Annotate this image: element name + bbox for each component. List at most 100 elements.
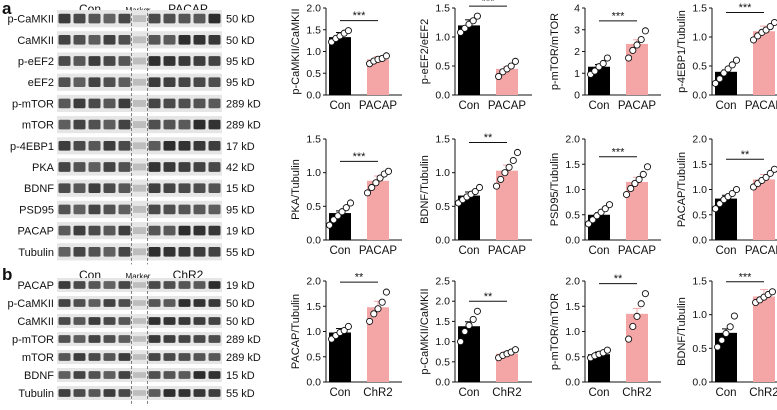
y-axis-label: PSD95/Tubulin — [549, 153, 561, 227]
protein-band — [88, 98, 101, 109]
protein-band — [193, 389, 206, 397]
protein-band — [73, 77, 86, 88]
data-point — [625, 335, 633, 343]
protein-band — [178, 13, 191, 24]
kd-label: 50 kD — [226, 298, 255, 310]
protein-band — [148, 317, 161, 325]
data-point — [633, 312, 641, 320]
protein-band — [88, 389, 101, 397]
protein-band — [103, 98, 116, 109]
bar — [496, 353, 518, 382]
data-point — [722, 329, 730, 338]
protein-band — [73, 56, 86, 66]
significance-label: ** — [484, 291, 493, 303]
bar-chart-1: 0.0 0.5 1.0 1.5 2.0 p-CaMKII/CaMKII Con PACAP **… — [290, 3, 402, 112]
protein-band — [193, 317, 206, 325]
kd-label: 50 kD — [226, 316, 255, 328]
protein-band — [163, 299, 176, 307]
data-point — [344, 27, 352, 35]
protein-band — [58, 183, 71, 194]
protein-band — [58, 389, 71, 397]
y-tick-label: 1.0 — [306, 326, 321, 338]
protein-band — [118, 34, 131, 45]
protein-band — [73, 183, 86, 194]
protein-band — [73, 246, 86, 257]
x-category-label: ChR2 — [492, 387, 521, 399]
y-tick-label: 1.5 — [692, 276, 707, 288]
data-point — [340, 326, 348, 335]
y-tick-label: 0.0 — [565, 377, 580, 389]
x-category-label: Con — [458, 387, 479, 399]
marker-band — [133, 78, 146, 86]
data-point — [363, 189, 372, 197]
marker-band — [133, 227, 146, 235]
y-tick-label: 2.0 — [565, 276, 580, 288]
marker-band — [133, 248, 146, 256]
x-category-label: PACAP — [488, 100, 526, 112]
protein-band — [208, 119, 221, 130]
data-point — [465, 321, 473, 329]
y-tick-label: 1.5 — [435, 316, 450, 328]
data-point — [724, 65, 732, 73]
x-category-label: PACAP — [745, 245, 777, 257]
y-axis-label: p-4EBP1/Tubulin — [676, 10, 688, 93]
y-tick-label: 2.0 — [306, 276, 321, 288]
x-category-label: Con — [329, 100, 350, 112]
protein-band — [118, 13, 131, 24]
blot-label: eEF2 — [28, 77, 54, 89]
x-category-label: Con — [458, 100, 479, 112]
protein-band — [73, 98, 86, 109]
y-axis-label: PACAP/Tubulin — [290, 294, 302, 369]
protein-band — [148, 246, 161, 257]
protein-band — [148, 225, 161, 236]
y-axis-label: PACAP/Tubulin — [676, 152, 688, 227]
bar — [588, 354, 610, 382]
protein-band — [178, 204, 191, 215]
data-point — [511, 57, 519, 65]
protein-band — [208, 371, 221, 379]
y-tick-label: 1.0 — [435, 336, 450, 348]
y-axis-label: p-eEF2/eEF2 — [419, 19, 431, 84]
protein-band — [58, 119, 71, 130]
bar — [496, 68, 518, 95]
x-category-label: Con — [458, 245, 479, 257]
blot-label: CaMKII — [17, 316, 54, 328]
blot-label: p-eEF2 — [18, 56, 54, 68]
data-point — [495, 72, 503, 80]
blot-label: p-4EBP1 — [10, 141, 54, 153]
data-point — [475, 183, 484, 192]
y-tick-label: 0.5 — [435, 356, 450, 368]
x-category-label: Con — [588, 245, 609, 257]
protein-band — [208, 140, 221, 151]
y-tick-label: 0.0 — [306, 90, 321, 102]
data-point — [469, 315, 477, 323]
data-point — [720, 69, 728, 77]
protein-band — [118, 299, 131, 307]
marker-band — [133, 36, 146, 44]
protein-band — [73, 317, 86, 325]
protein-band — [118, 353, 131, 361]
protein-band — [148, 204, 161, 215]
kd-label: 95 kD — [226, 56, 255, 68]
data-point — [726, 323, 734, 331]
protein-band — [148, 335, 161, 343]
data-point — [637, 35, 645, 44]
data-point — [366, 317, 374, 325]
data-point — [509, 156, 517, 165]
protein-band — [208, 183, 221, 194]
bar-chart-8: 0.0 0.5 1.0 1.5 2.0 PACAP/Tubulin Con PACAP ** — [676, 134, 777, 257]
protein-band — [148, 353, 161, 361]
data-point — [770, 18, 777, 27]
protein-band — [163, 56, 176, 66]
bar — [753, 179, 775, 240]
kd-label: 55 kD — [226, 247, 255, 259]
protein-band — [103, 204, 116, 215]
x-category-label: PACAP — [745, 100, 777, 112]
y-tick-label: 1.0 — [692, 32, 707, 44]
protein-band — [88, 119, 101, 130]
protein-band — [193, 204, 206, 215]
data-point — [603, 346, 611, 354]
protein-band — [148, 162, 161, 172]
data-point — [471, 187, 479, 196]
y-tick-label: 0.5 — [306, 68, 321, 80]
